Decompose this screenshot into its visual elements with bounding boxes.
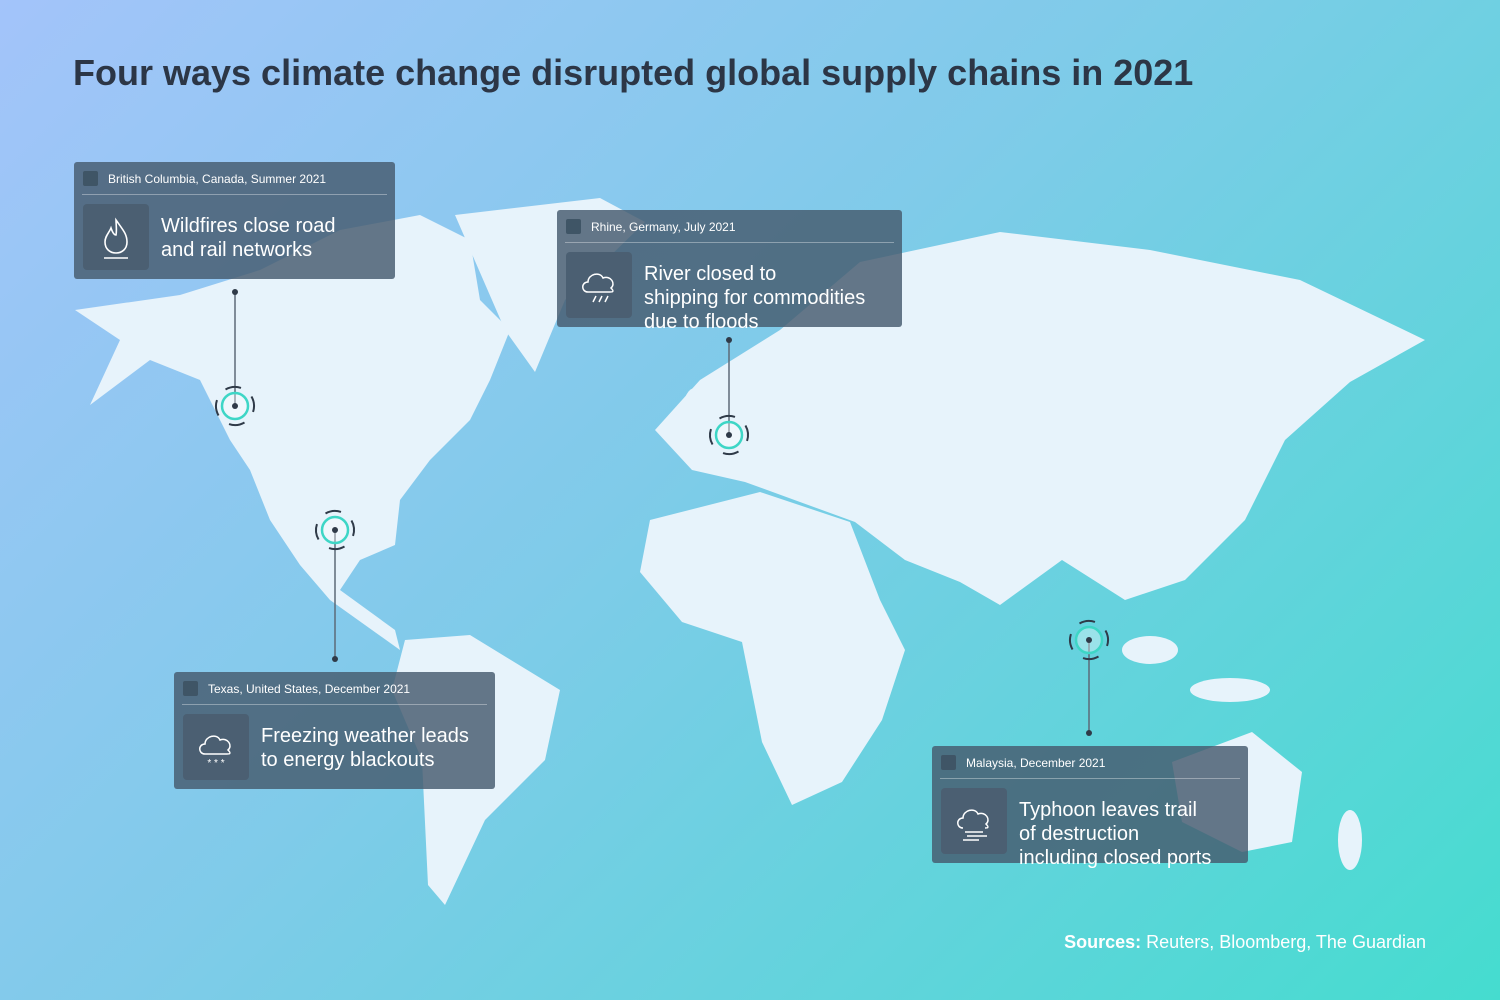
description-line: Wildfires close road bbox=[161, 215, 336, 237]
event-location: Malaysia, December 2021 bbox=[966, 756, 1106, 770]
island bbox=[1338, 810, 1362, 870]
event-location: Texas, United States, December 2021 bbox=[208, 682, 411, 696]
marker-part bbox=[1086, 637, 1092, 643]
island bbox=[1190, 678, 1270, 702]
description-line: shipping for commodities bbox=[644, 287, 866, 309]
rain-icon bbox=[566, 252, 632, 318]
event-description: River closed to shipping for commodities d… bbox=[644, 262, 865, 334]
leader-ends bbox=[232, 289, 1092, 736]
description-line: including closed ports bbox=[1019, 847, 1212, 869]
north-america bbox=[75, 215, 510, 650]
leader-end bbox=[332, 656, 338, 662]
divider bbox=[940, 778, 1240, 779]
marker-part bbox=[332, 527, 338, 533]
island bbox=[683, 388, 707, 432]
marker-part bbox=[215, 386, 255, 426]
event-card: British Columbia, Canada, Summer 2021 Wi… bbox=[74, 162, 395, 279]
africa bbox=[640, 492, 905, 805]
description-line: and rail networks bbox=[161, 239, 313, 261]
event-description: Freezing weather leads to energy blackout… bbox=[261, 724, 469, 772]
leader-end bbox=[1086, 730, 1092, 736]
sources-text: Reuters, Bloomberg, The Guardian bbox=[1146, 932, 1426, 952]
description-line: Freezing weather leads bbox=[261, 725, 469, 747]
snow-icon: * * * bbox=[183, 714, 249, 780]
marker-part bbox=[726, 432, 732, 438]
island bbox=[1122, 636, 1178, 664]
description-line: due to floods bbox=[644, 311, 759, 333]
marker-part bbox=[232, 403, 238, 409]
event-card: Texas, United States, December 2021 * * … bbox=[174, 672, 495, 789]
marker-part bbox=[1069, 620, 1109, 660]
fire-icon bbox=[83, 204, 149, 270]
leader-end bbox=[726, 337, 732, 343]
event-location: British Columbia, Canada, Summer 2021 bbox=[108, 172, 327, 186]
leader-end bbox=[232, 289, 238, 295]
sources-label: Sources: bbox=[1064, 932, 1142, 952]
event-card: Rhine, Germany, July 2021 River closed t… bbox=[557, 210, 902, 333]
divider bbox=[82, 194, 387, 195]
description-line: Typhoon leaves trail bbox=[1019, 799, 1197, 821]
location-icon bbox=[941, 755, 956, 770]
description-line: River closed to bbox=[644, 263, 777, 285]
leader-lines bbox=[234, 292, 1090, 733]
location-markers bbox=[215, 386, 1109, 660]
location-icon bbox=[83, 171, 98, 186]
event-location: Rhine, Germany, July 2021 bbox=[591, 220, 736, 234]
divider bbox=[182, 704, 487, 705]
event-description: Typhoon leaves trail of destruction includ… bbox=[1019, 798, 1211, 870]
event-description: Wildfires close road and rail networks bbox=[161, 214, 336, 262]
location-icon bbox=[183, 681, 198, 696]
event-card: Malaysia, December 2021 Typhoon leaves t… bbox=[932, 746, 1248, 869]
sources: Sources: Reuters, Bloomberg, The Guardia… bbox=[1064, 932, 1426, 953]
description-line: of destruction bbox=[1019, 823, 1140, 845]
title: Four ways climate change disrupted globa… bbox=[73, 52, 1194, 93]
divider bbox=[565, 242, 894, 243]
svg-text:* * *: * * * bbox=[207, 758, 224, 769]
marker-part bbox=[315, 510, 355, 550]
location-icon bbox=[566, 219, 581, 234]
description-line: to energy blackouts bbox=[261, 749, 435, 771]
marker-part bbox=[709, 415, 749, 455]
wind-icon bbox=[941, 788, 1007, 854]
